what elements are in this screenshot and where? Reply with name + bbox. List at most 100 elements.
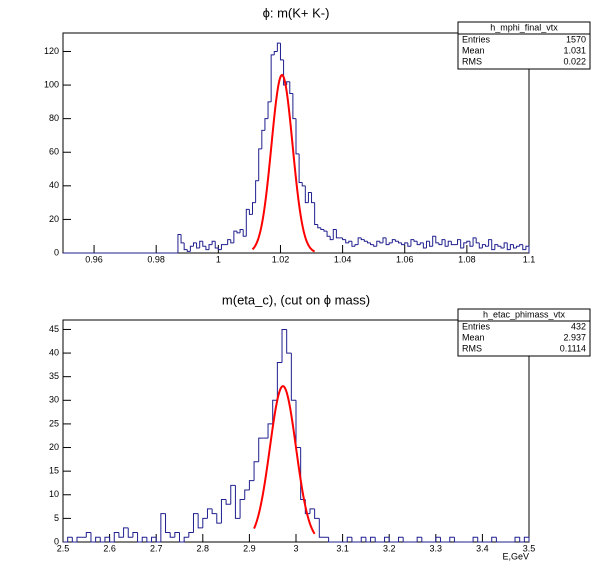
histogram-bin (407, 242, 411, 247)
histogram-bin (214, 241, 219, 249)
histogram-bin (95, 536, 101, 542)
histogram-bin (346, 536, 352, 542)
x-tick-label: 3.5 (523, 543, 536, 553)
histogram-bin (253, 461, 259, 481)
histogram-bin (298, 153, 303, 183)
x-tick-label: 0.98 (147, 254, 165, 264)
chart-title: ϕ: m(K+ K-) (263, 5, 330, 20)
histogram-bin (202, 517, 208, 528)
histogram-bin (516, 245, 520, 248)
histogram-bin (132, 532, 138, 538)
histogram-bin (202, 241, 206, 247)
histogram-bin (509, 244, 514, 250)
histogram-bin (160, 513, 166, 542)
histogram-bin (388, 537, 394, 543)
histogram-bin (252, 202, 256, 215)
histogram-bin (519, 244, 523, 247)
histogram-bin (384, 536, 390, 542)
histogram-bin (438, 242, 443, 246)
histogram-bin (332, 228, 337, 240)
histogram-bin (342, 237, 346, 241)
histogram-bin (270, 54, 275, 102)
histogram-bin (273, 50, 278, 55)
x-tick-label: 2.5 (57, 543, 70, 553)
histogram-bin (295, 118, 300, 155)
histogram-bin (422, 242, 427, 249)
histogram-bin (449, 536, 455, 542)
histogram-bin (360, 536, 366, 542)
histogram-bin (174, 532, 180, 538)
histogram-bin (208, 244, 213, 250)
histogram-bin (514, 536, 520, 542)
histogram-bin (320, 227, 324, 230)
histogram-bin (227, 239, 231, 245)
x-tick-label: 3.2 (383, 543, 396, 553)
histogram-bin (286, 81, 290, 86)
histogram-bin (466, 240, 470, 243)
x-tick-label: 2.9 (243, 543, 256, 553)
histogram-bin (481, 244, 486, 248)
histogram-bin (180, 234, 185, 244)
histogram-bin (404, 242, 408, 245)
y-tick-label: 0 (54, 536, 59, 546)
histogram-bin (169, 532, 175, 538)
histogram-bin (196, 242, 200, 249)
histogram-bin (217, 247, 222, 251)
histogram-bin (179, 532, 185, 543)
histogram-bin (398, 536, 404, 542)
histogram-bin (127, 527, 133, 538)
x-tick-label: 2.7 (150, 543, 163, 553)
histogram-bin (85, 532, 91, 538)
x-axis-label: E,GeV (502, 551, 529, 561)
y-tick-label: 30 (49, 395, 59, 405)
histogram-bin (155, 537, 161, 543)
histogram-bin (137, 532, 143, 543)
histogram-bin (441, 239, 446, 245)
histogram-bin (413, 239, 418, 242)
histogram-bin (141, 536, 147, 542)
y-tick-label: 100 (44, 79, 59, 89)
y-tick-label: 60 (49, 147, 59, 157)
histogram-bin (328, 537, 334, 543)
y-tick-label: 10 (49, 489, 59, 499)
histogram-bin (435, 236, 439, 244)
histogram-bin (457, 239, 461, 245)
histogram-bin (248, 480, 255, 491)
histogram-bin (370, 536, 376, 542)
histogram-bin (183, 242, 188, 251)
histogram-bin (382, 237, 387, 243)
histogram-bin (477, 537, 483, 543)
stats-label: Mean (462, 332, 485, 342)
histogram-bin (469, 241, 474, 247)
histogram-bin (255, 180, 259, 203)
histogram-bin (276, 42, 281, 52)
histogram-bin (317, 224, 321, 229)
histogram-bin (309, 508, 315, 514)
histogram-bin (444, 239, 449, 247)
histogram-bin (374, 537, 380, 543)
x-tick-label: 1.02 (272, 254, 290, 264)
histogram-bin (123, 527, 129, 538)
stats-label: Mean (462, 45, 485, 55)
histogram-bin (453, 537, 460, 543)
histogram-bin (522, 244, 526, 251)
histogram-bin (388, 242, 393, 245)
histogram-bin (301, 182, 306, 187)
histogram-bin (109, 537, 115, 543)
histogram-bin (220, 498, 227, 524)
histogram-bin (118, 532, 124, 538)
histogram-bin (233, 230, 237, 243)
stats-value: 0.1114 (560, 343, 586, 353)
histogram-bin (379, 241, 383, 244)
histogram-bin (376, 240, 380, 247)
histogram-bin (99, 537, 105, 543)
histogram-bin (236, 231, 241, 234)
histogram-bin (478, 242, 483, 249)
stats-value: 2.937 (563, 332, 586, 342)
histogram-bin (261, 129, 265, 149)
x-tick-label: 1.04 (334, 254, 352, 264)
x-tick-label: 3 (293, 543, 298, 553)
histogram-bin (373, 244, 377, 247)
histogram-bin (475, 237, 480, 244)
histogram-bin (432, 235, 436, 247)
